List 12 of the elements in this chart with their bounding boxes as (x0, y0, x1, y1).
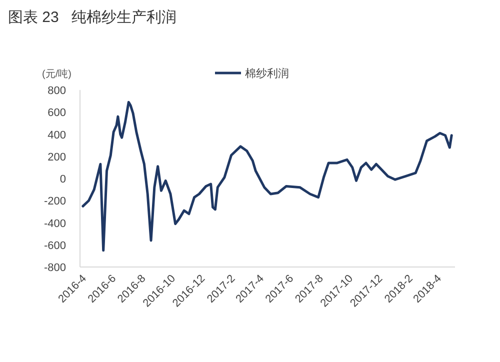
y-tick-label: 600 (48, 107, 66, 120)
y-tick-label: 800 (48, 85, 66, 97)
y-tick-label: 400 (48, 129, 66, 142)
legend-label: 棉纱利润 (245, 67, 289, 80)
y-tick-label: -800 (44, 262, 66, 274)
y-tick-label: 200 (48, 151, 66, 164)
y-tick-label: -600 (44, 240, 66, 252)
y-axis-title: (元/吨) (42, 68, 72, 80)
y-tick-label: -200 (44, 196, 66, 208)
chart-title: 图表 23 纯棉纱生产利润 (8, 9, 176, 26)
y-tick-label: 0 (60, 174, 66, 186)
y-tick-label: -400 (44, 218, 66, 230)
